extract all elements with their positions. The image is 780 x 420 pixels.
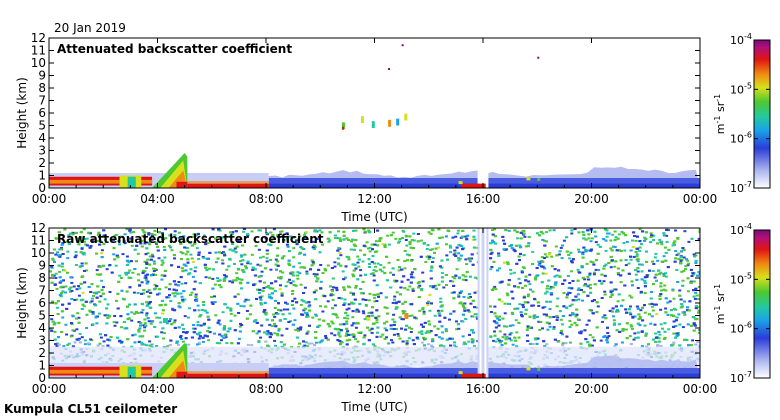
x-tick-label: 04:00 — [140, 192, 175, 206]
backscatter-image — [49, 228, 700, 378]
x-tick-label: 20:00 — [574, 192, 609, 206]
x-axis-label: Time (UTC) — [340, 400, 407, 414]
y-tick-label: 0 — [38, 371, 46, 385]
y-tick-label: 3 — [38, 334, 46, 348]
colorbar-tick-label: 10-7 — [730, 180, 752, 195]
colorbar: 10-4 10-5 10-6 10-7 m-1 sr-1 — [713, 222, 771, 385]
colorbar-tick-label: 10-5 — [730, 81, 752, 96]
y-tick-label: 5 — [38, 309, 46, 323]
y-tick-label: 6 — [38, 296, 46, 310]
y-tick-label: 5 — [38, 119, 46, 133]
colorbar-tick-label: 10-5 — [730, 271, 752, 286]
colorbar-unit-label: m-1 sr-1 — [713, 284, 727, 324]
y-tick-label: 4 — [38, 131, 46, 145]
x-tick-label: 00:00 — [683, 382, 718, 396]
y-tick-label: 9 — [38, 259, 46, 273]
x-tick-label: 00:00 — [32, 382, 67, 396]
y-tick-label: 10 — [31, 246, 46, 260]
colorbar-tick-label: 10-4 — [730, 222, 752, 237]
y-tick-label: 9 — [38, 69, 46, 83]
colorbar-tick-label: 10-7 — [730, 370, 752, 385]
x-tick-label: 08:00 — [249, 382, 284, 396]
panel-1: Attenuated backscatter coefficient012345… — [15, 31, 771, 224]
colorbar-tick-label: 10-6 — [730, 321, 752, 336]
x-axis-label: Time (UTC) — [340, 210, 407, 224]
y-tick-label: 7 — [38, 284, 46, 298]
colorbar-tick-label: 10-6 — [730, 131, 752, 146]
y-tick-label: 8 — [38, 271, 46, 285]
colorbar-unit-label: m-1 sr-1 — [713, 94, 727, 134]
y-tick-label: 11 — [31, 234, 46, 248]
y-tick-label: 4 — [38, 321, 46, 335]
instrument-label: Kumpula CL51 ceilometer — [4, 402, 178, 416]
y-tick-label: 11 — [31, 44, 46, 58]
x-tick-label: 04:00 — [140, 382, 175, 396]
backscatter-image — [49, 38, 700, 188]
y-tick-label: 6 — [38, 106, 46, 120]
colorbar-tick-label: 10-4 — [730, 32, 752, 47]
y-tick-label: 12 — [31, 31, 46, 45]
x-tick-label: 20:00 — [574, 382, 609, 396]
y-tick-label: 3 — [38, 144, 46, 158]
y-tick-label: 0 — [38, 181, 46, 195]
x-tick-label: 12:00 — [357, 382, 392, 396]
y-tick-label: 1 — [38, 359, 46, 373]
y-tick-label: 12 — [31, 221, 46, 235]
y-tick-label: 7 — [38, 94, 46, 108]
y-axis-label: Height (km) — [15, 77, 29, 148]
panel-title: Raw attenuated backscatter coefficient — [57, 232, 324, 246]
y-axis-label: Height (km) — [15, 267, 29, 338]
y-tick-label: 8 — [38, 81, 46, 95]
y-tick-label: 10 — [31, 56, 46, 70]
y-tick-label: 2 — [38, 156, 46, 170]
x-tick-label: 00:00 — [32, 192, 67, 206]
panel-2: Raw attenuated backscatter coefficient01… — [15, 221, 771, 414]
x-tick-label: 16:00 — [466, 382, 501, 396]
date-label: 20 Jan 2019 — [54, 21, 126, 35]
panel-title: Attenuated backscatter coefficient — [57, 42, 292, 56]
y-tick-label: 1 — [38, 169, 46, 183]
x-tick-label: 00:00 — [683, 192, 718, 206]
colorbar: 10-4 10-5 10-6 10-7 m-1 sr-1 — [713, 32, 771, 195]
x-tick-label: 12:00 — [357, 192, 392, 206]
x-tick-label: 08:00 — [249, 192, 284, 206]
x-tick-label: 16:00 — [466, 192, 501, 206]
y-tick-label: 2 — [38, 346, 46, 360]
